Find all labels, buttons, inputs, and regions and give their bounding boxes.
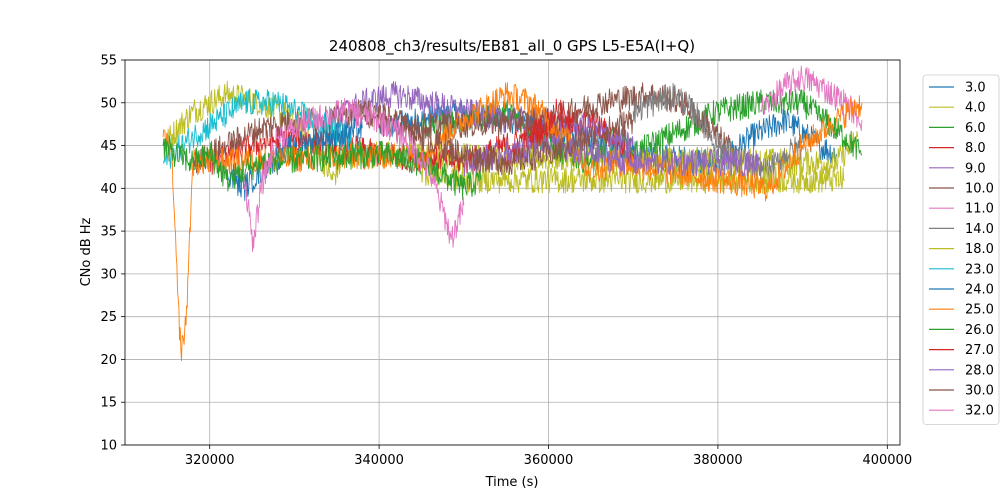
series-line <box>243 98 465 253</box>
y-tick-label: 50 <box>100 96 117 111</box>
x-tick-label: 380000 <box>693 453 743 468</box>
legend-entry: 23.0 <box>965 262 994 277</box>
series-line <box>361 100 634 176</box>
legend-box <box>922 74 1000 425</box>
legend-entry: 28.0 <box>965 363 994 378</box>
series-line <box>632 82 804 185</box>
legend-entry: 30.0 <box>965 384 994 399</box>
x-tick-label: 400000 <box>862 453 912 468</box>
y-tick-label: 10 <box>100 439 117 454</box>
y-tick-label: 20 <box>100 353 117 368</box>
chart-title: 240808_ch3/results/EB81_all_0 GPS L5-E5A… <box>329 37 695 56</box>
legend-entry: 26.0 <box>965 323 994 338</box>
series-line <box>192 82 736 174</box>
x-axis-label: Time (s) <box>485 475 539 490</box>
x-tick-label: 340000 <box>354 453 404 468</box>
series-line <box>505 98 575 171</box>
x-axis: 320000 340000 360000 380000 400000 <box>185 445 912 468</box>
y-tick-label: 45 <box>100 139 117 154</box>
legend-entry: 3.0 <box>965 81 986 96</box>
x-tick-label: 320000 <box>185 453 235 468</box>
y-tick-label: 30 <box>100 267 117 282</box>
y-tick-label: 25 <box>100 310 117 325</box>
series-line <box>463 133 761 177</box>
y-tick-label: 15 <box>100 396 117 411</box>
plot-area <box>125 60 900 445</box>
legend-entry: 11.0 <box>965 202 994 217</box>
x-tick-label: 360000 <box>524 453 574 468</box>
legend-entry: 27.0 <box>965 343 994 358</box>
legend-entry: 32.0 <box>965 404 994 419</box>
y-tick-label: 40 <box>100 182 117 197</box>
series-line <box>759 65 863 132</box>
y-axis-label: CNo dB Hz <box>79 217 94 286</box>
legend-entry: 24.0 <box>965 283 994 298</box>
legend-entry: 25.0 <box>965 303 994 318</box>
series-lines <box>162 65 863 362</box>
legend-entry: 8.0 <box>965 141 986 156</box>
legend-entry: 9.0 <box>965 161 986 176</box>
legend-entry: 6.0 <box>965 121 986 136</box>
y-axis: 10 15 20 25 30 35 40 45 50 55 <box>100 54 125 454</box>
legend-entry: 14.0 <box>965 222 994 237</box>
plot-frame <box>124 59 901 446</box>
legend: 3.0 4.0 6.0 8.0 9.0 10.0 11.0 14.0 18.0 23.0 24.0 2… <box>922 74 1000 425</box>
legend-entry: 10.0 <box>965 182 994 197</box>
legend-entry: 4.0 <box>965 101 986 116</box>
series-line <box>420 160 846 194</box>
y-tick-label: 55 <box>100 54 117 69</box>
y-tick-label: 35 <box>100 225 117 240</box>
legend-entry: 18.0 <box>965 242 994 257</box>
